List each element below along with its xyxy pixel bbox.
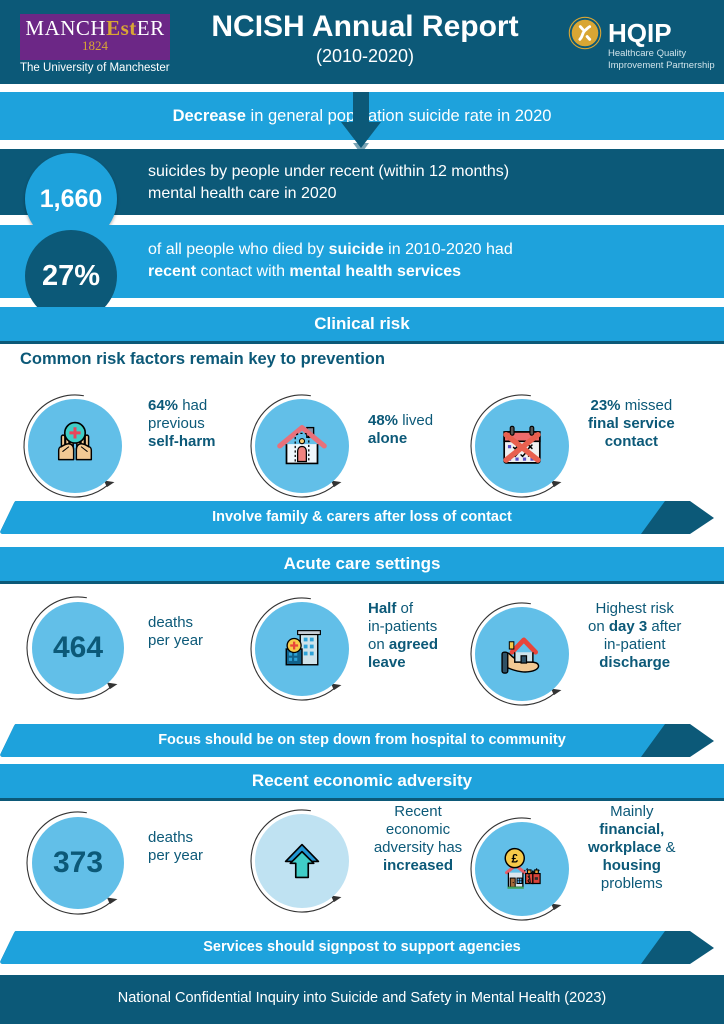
- svg-text:£: £: [511, 853, 518, 866]
